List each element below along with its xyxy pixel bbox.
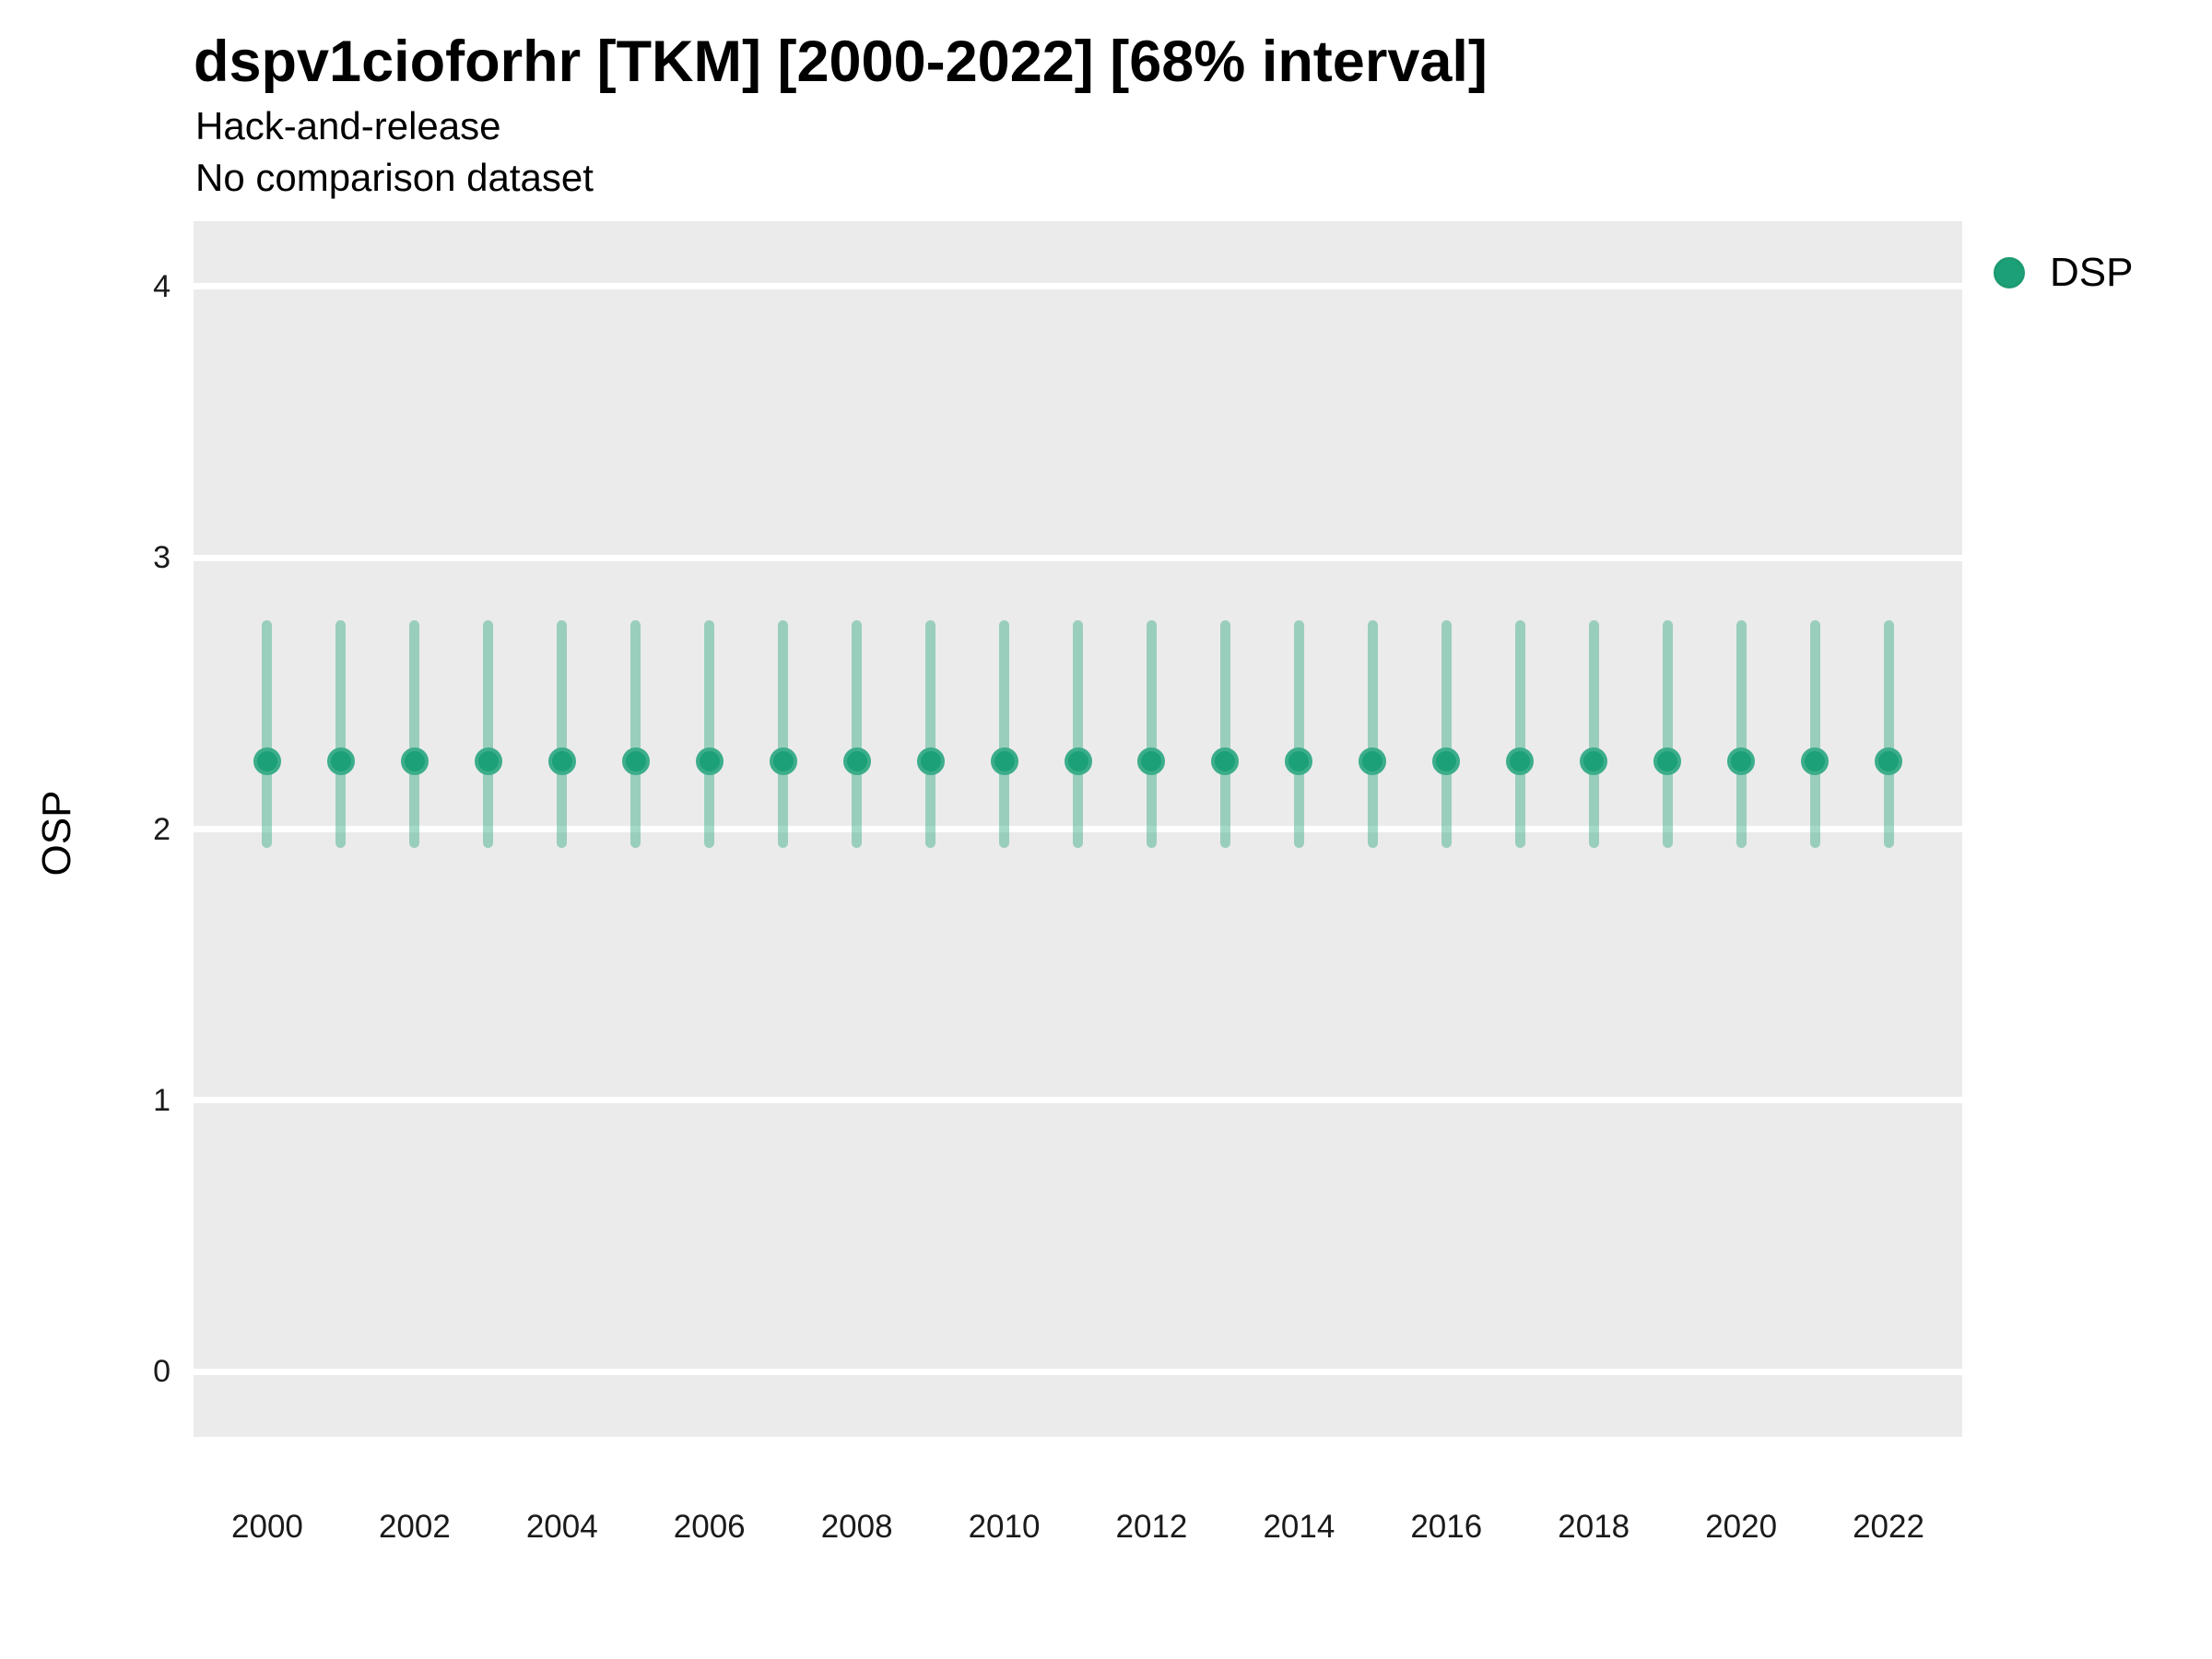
x-tick-label: 2012	[1115, 1509, 1188, 1545]
error-bar	[1514, 619, 1525, 849]
error-bar	[925, 619, 936, 849]
y-tick-label: 3	[153, 540, 171, 576]
error-bar	[1809, 619, 1820, 849]
chart-title: dspv1cioforhr [TKM] [2000-2022] [68% int…	[194, 29, 1488, 94]
legend: DSP	[1994, 253, 2133, 293]
error-bar	[778, 619, 789, 849]
chart-subtitle-line1: Hack-and-release	[195, 104, 501, 147]
data-point	[400, 747, 429, 775]
data-point	[1653, 747, 1682, 775]
plot-panel	[194, 221, 1962, 1437]
error-bar	[1146, 619, 1157, 849]
data-point	[474, 747, 502, 775]
error-bar	[630, 619, 641, 849]
data-point	[1801, 747, 1830, 775]
gridline-y-4	[194, 283, 1962, 290]
data-point	[769, 747, 797, 775]
data-point	[1432, 747, 1461, 775]
x-tick-label: 2014	[1263, 1509, 1335, 1545]
chart-subtitle-line2: No comparison dataset	[195, 156, 594, 199]
x-tick-label: 2022	[1853, 1509, 1924, 1545]
y-tick-label: 4	[153, 268, 171, 304]
data-point	[621, 747, 650, 775]
data-point	[1506, 747, 1535, 775]
error-bar	[557, 619, 568, 849]
x-tick-label: 2010	[968, 1509, 1041, 1545]
data-point	[842, 747, 871, 775]
error-bar	[1367, 619, 1378, 849]
x-tick-label: 2018	[1558, 1509, 1630, 1545]
error-bar	[704, 619, 715, 849]
data-point	[916, 747, 945, 775]
data-point	[1727, 747, 1756, 775]
error-bar	[1073, 619, 1083, 849]
data-point	[695, 747, 724, 775]
gridline-y-2	[194, 826, 1962, 832]
error-bar	[1883, 619, 1894, 849]
data-point	[990, 747, 1018, 775]
error-bar	[852, 619, 863, 849]
data-point	[1211, 747, 1240, 775]
error-bar	[1588, 619, 1599, 849]
data-point	[547, 747, 576, 775]
x-tick-label: 2004	[525, 1509, 598, 1545]
x-tick-label: 2002	[378, 1509, 451, 1545]
error-bar	[1441, 619, 1452, 849]
error-bar	[1219, 619, 1230, 849]
legend-item-label: DSP	[2050, 250, 2134, 295]
gridline-y-0	[194, 1368, 1962, 1375]
error-bar	[335, 619, 347, 849]
y-tick-label: 2	[153, 811, 171, 847]
error-bar	[483, 619, 494, 849]
data-point	[326, 747, 355, 775]
data-point	[253, 747, 281, 775]
error-bar	[1293, 619, 1304, 849]
x-tick-label: 2020	[1705, 1509, 1778, 1545]
error-bar	[262, 619, 273, 849]
gridline-y-3	[194, 554, 1962, 561]
error-bar	[409, 619, 420, 849]
data-point	[1137, 747, 1166, 775]
x-tick-label: 2008	[820, 1509, 893, 1545]
y-tick-label: 1	[153, 1082, 171, 1118]
data-point	[1064, 747, 1092, 775]
error-bar	[1735, 619, 1747, 849]
x-tick-label: 2000	[231, 1509, 303, 1545]
error-bar	[1662, 619, 1673, 849]
legend-point-icon	[1994, 257, 2025, 288]
error-bar	[999, 619, 1010, 849]
data-point	[1285, 747, 1313, 775]
data-point	[1875, 747, 1903, 775]
y-tick-label: 0	[153, 1354, 171, 1390]
x-tick-label: 2006	[673, 1509, 746, 1545]
data-point	[1580, 747, 1608, 775]
gridline-y-1	[194, 1097, 1962, 1104]
x-tick-label: 2016	[1410, 1509, 1483, 1545]
data-point	[1359, 747, 1387, 775]
